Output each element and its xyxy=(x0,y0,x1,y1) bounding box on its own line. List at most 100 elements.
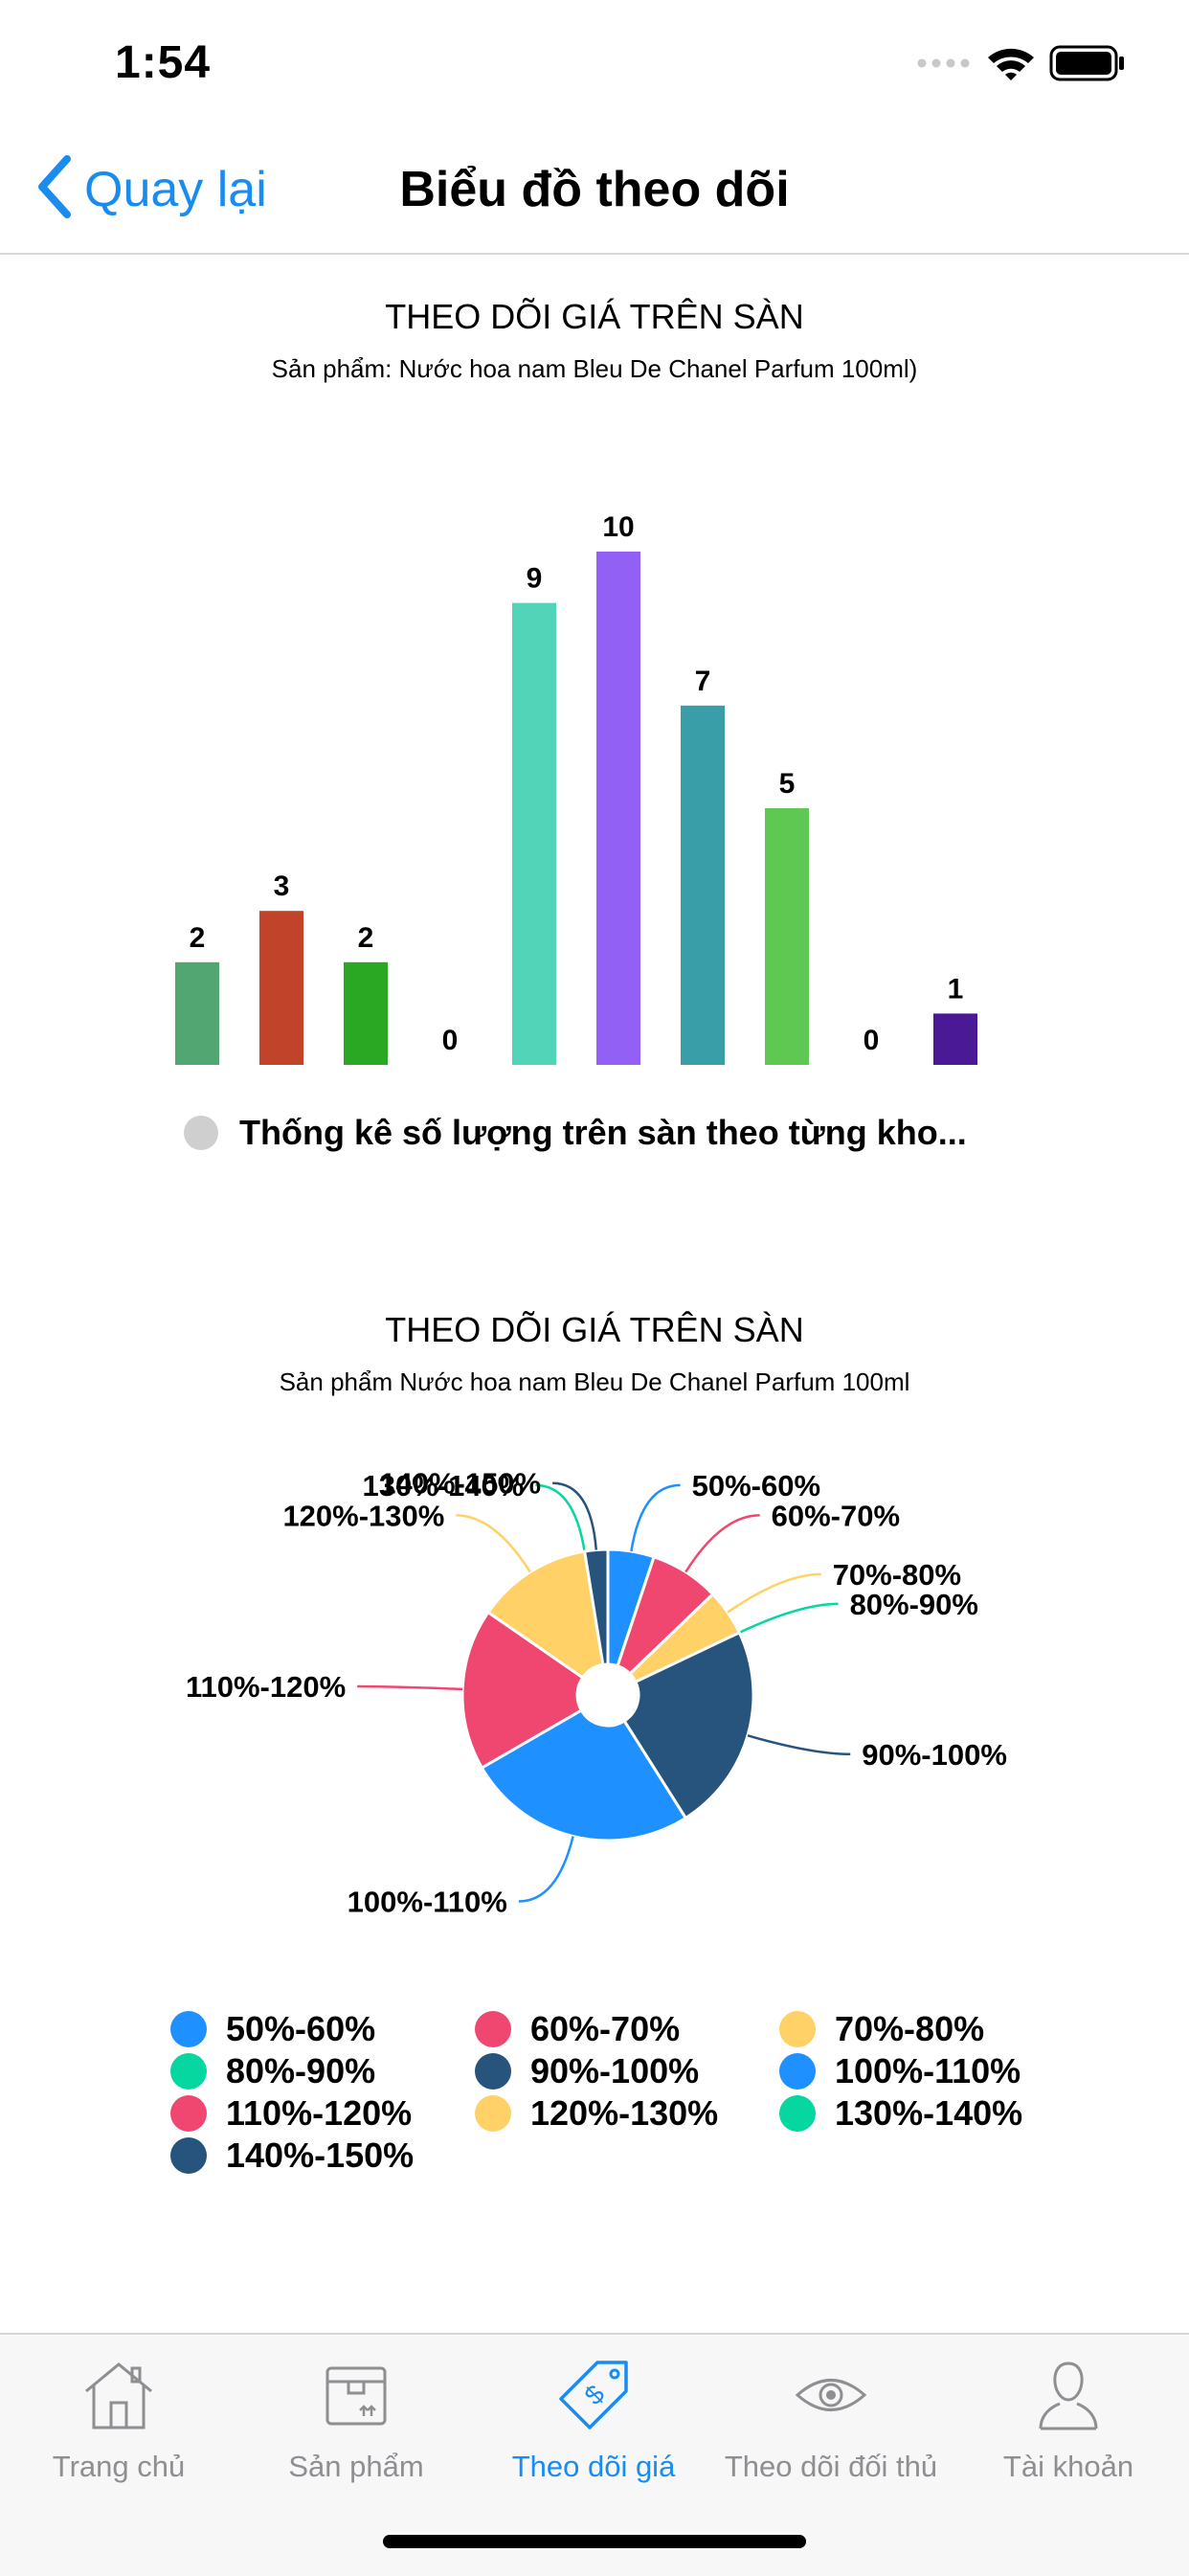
bar-8[interactable] xyxy=(765,808,809,1065)
pie-legend-item[interactable]: 130%-140% xyxy=(779,2093,1066,2134)
pie-legend-item[interactable]: 50%-60% xyxy=(170,2009,475,2049)
pie-leader-line xyxy=(552,1481,598,1550)
pie-slice-6[interactable] xyxy=(480,1707,688,1842)
pie-slice-label: 140%-150% xyxy=(379,1467,541,1501)
bar-chart: 2 3 2 0 9 10 7 5 0 1 xyxy=(175,511,977,1065)
bar-6[interactable] xyxy=(596,552,640,1065)
user-icon xyxy=(950,2352,1187,2438)
pie-legend-item[interactable]: 80%-90% xyxy=(170,2051,475,2091)
pie-legend-item[interactable]: 140%-150% xyxy=(170,2135,475,2176)
tab-products-label: Sản phẩm xyxy=(288,2450,424,2483)
back-button[interactable]: Quay lại xyxy=(34,155,267,223)
bar-chart-legend[interactable]: Thống kê số lượng trên sàn theo từng kho… xyxy=(184,1113,967,1153)
status-icons xyxy=(917,44,1126,87)
bar-1[interactable] xyxy=(175,961,219,1065)
tab-competitor-tracking-label: Theo dõi đối thủ xyxy=(724,2450,938,2483)
pie-legend-label: 80%-90% xyxy=(226,2051,376,2090)
bar-value-label: 2 xyxy=(190,922,206,954)
bar-2[interactable] xyxy=(259,911,303,1065)
pie-leader-line xyxy=(630,1483,681,1552)
bar-7[interactable] xyxy=(681,705,725,1065)
pie-chart: 50%-60%60%-70% 70%-80%80%-90% 90%-100% 100%… xyxy=(186,1467,1007,1919)
pie-slice-label: 130%-140% xyxy=(362,1469,524,1503)
pie-legend-item[interactable]: 110%-120% xyxy=(170,2093,475,2134)
bar-value-label: 7 xyxy=(695,666,711,697)
box-icon xyxy=(237,2352,475,2438)
pie-leader-line xyxy=(535,1483,586,1552)
pie-slice-label: 100%-110% xyxy=(348,1886,507,1919)
bar-5[interactable] xyxy=(512,602,556,1065)
legend-swatch xyxy=(475,2053,511,2090)
bar-chart-subtitle: Sản phẩm: Nước hoa nam Bleu De Chanel Pa… xyxy=(271,354,918,383)
legend-swatch xyxy=(170,2053,207,2090)
pie-chart-title: THEO DÕI GIÁ TRÊN SÀN xyxy=(385,1310,804,1349)
eye-icon xyxy=(712,2352,950,2438)
legend-swatch xyxy=(475,2011,511,2047)
pie-slice-label: 80%-90% xyxy=(850,1588,978,1621)
pie-legend-label: 120%-130% xyxy=(530,2093,719,2133)
navigation-bar: Quay lại Biểu đồ theo dõi xyxy=(0,126,1189,255)
tab-account-label: Tài khoản xyxy=(1002,2450,1134,2483)
legend-swatch xyxy=(170,2095,207,2132)
bar-3[interactable] xyxy=(344,961,388,1065)
cellular-signal-icon xyxy=(917,56,973,75)
legend-swatch xyxy=(184,1116,218,1150)
pie-slice-label: 90%-100% xyxy=(862,1738,1007,1772)
tab-account[interactable]: Tài khoản xyxy=(950,2352,1187,2484)
bar-value-label: 10 xyxy=(602,511,634,543)
pie-legend-label: 130%-140% xyxy=(835,2093,1023,2133)
legend-swatch xyxy=(475,2095,511,2132)
pie-legend-label: 100%-110% xyxy=(835,2051,1021,2090)
tab-competitor-tracking[interactable]: Theo dõi đối thủ xyxy=(712,2352,950,2484)
pie-legend-label: 140%-150% xyxy=(226,2135,415,2175)
page-title: Biểu đồ theo dõi xyxy=(399,162,790,217)
pie-leader-line xyxy=(747,1734,851,1756)
tab-price-tracking-label: Theo dõi giá xyxy=(511,2450,676,2483)
pie-slice-10[interactable] xyxy=(582,1548,610,1667)
pie-leader-line xyxy=(456,1514,531,1573)
wifi-icon xyxy=(986,44,1036,87)
chevron-left-icon xyxy=(34,155,73,223)
tab-home-label: Trang chủ xyxy=(52,2450,186,2483)
pie-leader-line xyxy=(727,1572,821,1614)
pie-legend-item[interactable]: 70%-80% xyxy=(779,2009,1066,2049)
status-time: 1:54 xyxy=(115,37,212,88)
home-indicator xyxy=(383,2535,806,2548)
pie-chart-legend: 50%-60% 60%-70% 70%-80% 80%-90% 90%-100% 100%… xyxy=(170,2009,1070,2176)
pie-legend-item[interactable]: 90%-100% xyxy=(475,2051,779,2091)
pie-legend-item[interactable]: 100%-110% xyxy=(779,2051,1066,2091)
tab-products[interactable]: Sản phẩm xyxy=(237,2352,475,2484)
pie-leader-line xyxy=(518,1836,574,1903)
tab-home[interactable]: Trang chủ xyxy=(0,2352,237,2484)
legend-swatch xyxy=(779,2011,816,2047)
pie-slice-7[interactable] xyxy=(460,1610,585,1771)
battery-icon xyxy=(1049,45,1126,86)
pie-slice-label: 110%-120% xyxy=(186,1670,346,1704)
bar-value-label: 9 xyxy=(527,563,543,595)
tab-price-tracking[interactable]: $ Theo dõi giá xyxy=(475,2352,712,2484)
pie-leader-line xyxy=(738,1602,839,1634)
pie-legend-item[interactable]: 60%-70% xyxy=(475,2009,779,2049)
pie-legend-label: 50%-60% xyxy=(226,2009,376,2048)
bar-chart-title: THEO DÕI GIÁ TRÊN SÀN xyxy=(385,297,804,336)
pie-leader-line xyxy=(684,1514,760,1573)
bar-value-label: 5 xyxy=(779,768,796,800)
pie-leader-line xyxy=(357,1684,463,1691)
status-bar: 1:54 xyxy=(0,0,1189,126)
legend-swatch xyxy=(170,2137,207,2174)
pie-legend-label: 70%-80% xyxy=(835,2009,985,2048)
price-tag-icon: $ xyxy=(475,2352,712,2438)
pie-slice-label: 60%-70% xyxy=(772,1499,900,1532)
legend-swatch xyxy=(779,2053,816,2090)
bar-value-label: 1 xyxy=(948,973,964,1005)
pie-chart-subtitle: Sản phẩm Nước hoa nam Bleu De Chanel Par… xyxy=(279,1367,910,1396)
pie-legend-label: 90%-100% xyxy=(530,2051,700,2090)
pie-legend-label: 60%-70% xyxy=(530,2009,681,2048)
legend-swatch xyxy=(170,2011,207,2047)
bar-chart-legend-label: Thống kê số lượng trên sàn theo từng kho… xyxy=(239,1113,967,1152)
bar-value-label: 0 xyxy=(442,1025,459,1056)
pie-slice-8[interactable] xyxy=(485,1549,605,1680)
pie-legend-item[interactable]: 120%-130% xyxy=(475,2093,779,2134)
bar-10[interactable] xyxy=(933,1013,977,1065)
bar-value-label: 3 xyxy=(274,870,290,902)
